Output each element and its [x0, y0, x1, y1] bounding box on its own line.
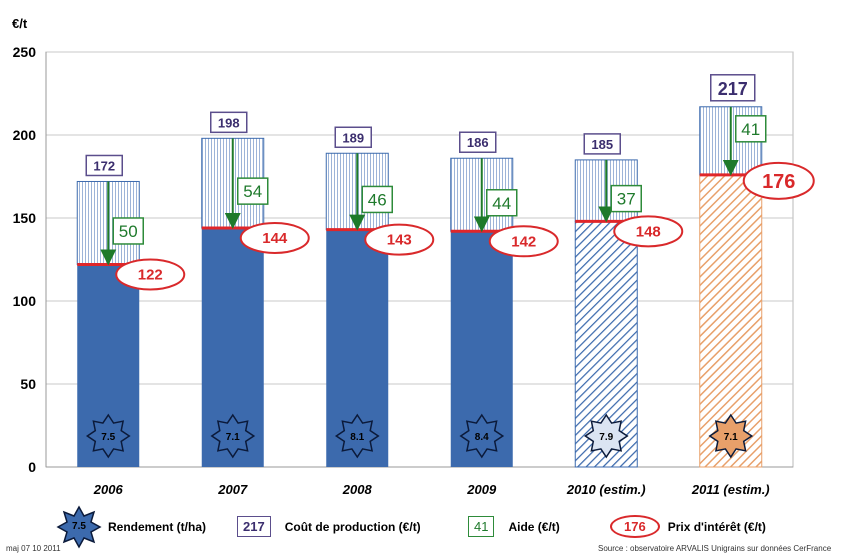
rendement-value: 7.1	[724, 432, 738, 443]
cout-value: 189	[342, 130, 364, 145]
star-icon: 7.5	[56, 505, 102, 549]
legend-rendement-label: Rendement (t/ha)	[108, 520, 207, 534]
x-tick-label: 2006	[93, 482, 124, 497]
cout-value: 185	[591, 137, 613, 152]
prix-value: 144	[262, 230, 288, 247]
prix-value: 142	[511, 233, 536, 250]
prix-oval	[742, 161, 815, 200]
y-tick-label: 250	[13, 44, 37, 60]
aide-box	[112, 217, 144, 245]
legend-rendement-value: 7.5	[72, 521, 86, 532]
x-tick-label: 2009	[466, 482, 497, 497]
aide-value: 46	[368, 190, 387, 209]
cout-box	[710, 74, 756, 102]
y-tick-label: 200	[13, 127, 37, 143]
x-tick-label: 2007	[217, 482, 248, 497]
prix-value: 176	[762, 171, 795, 193]
y-tick-label: 100	[13, 293, 37, 309]
legend-prix: 176 Prix d'intérêt (€/t)	[610, 515, 766, 538]
cout-box	[210, 111, 248, 134]
prix-oval	[488, 225, 559, 258]
prix-oval	[613, 215, 684, 248]
aide-box	[486, 189, 518, 217]
legend-cout: 217 Coût de production (€/t)	[237, 516, 421, 537]
footer-date: maj 07 10 2011	[6, 544, 61, 553]
aide-value: 37	[617, 190, 636, 209]
y-tick-label: 150	[13, 210, 37, 226]
legend-cout-value: 217	[237, 516, 271, 537]
chart: €/t 0 50 100 150 200 250 172 50 122 7.5 2006 198 54…	[12, 16, 815, 497]
y-tick-label: 0	[28, 459, 36, 475]
aide-box	[237, 177, 269, 205]
aide-box	[735, 115, 767, 143]
aide-value: 44	[492, 194, 511, 213]
legend-aide-label: Aide (€/t)	[508, 519, 560, 534]
legend-rendement: 7.5 Rendement (t/ha)	[56, 505, 206, 549]
cout-box	[85, 154, 123, 177]
cout-value: 172	[93, 158, 115, 173]
star-icon	[708, 413, 754, 459]
rendement-value: 7.1	[226, 432, 240, 443]
aide-value: 54	[243, 182, 262, 201]
rendement-value: 8.4	[475, 432, 489, 443]
aide-box	[610, 184, 642, 213]
star-icon	[85, 413, 131, 459]
legend-prix-label: Prix d'intérêt (€/t)	[667, 519, 766, 534]
prix-oval	[115, 258, 186, 291]
aide-value: 41	[741, 120, 760, 139]
cout-box	[459, 131, 497, 153]
star-icon	[459, 413, 505, 459]
y-axis-label: €/t	[12, 16, 28, 31]
rendement-value: 7.5	[101, 432, 115, 443]
star-icon	[210, 413, 256, 459]
prix-value: 143	[387, 232, 412, 249]
legend-prix-value: 176	[610, 515, 660, 538]
aide-value: 50	[119, 222, 138, 241]
cout-value: 217	[718, 79, 748, 99]
x-tick-label: 2008	[342, 482, 373, 497]
aide-box	[361, 185, 393, 214]
legend-cout-label: Coût de production (€/t)	[284, 519, 421, 534]
prix-oval	[364, 223, 435, 256]
legend-aide-value: 41	[468, 516, 495, 537]
cout-box	[583, 133, 621, 155]
x-tick-label: 2010 (estim.)	[566, 482, 646, 497]
star-icon	[334, 413, 380, 459]
legend-aide: 41 Aide (€/t)	[468, 516, 560, 537]
star-icon	[583, 413, 629, 459]
rendement-value: 8.1	[350, 432, 364, 443]
footer-source: Source : observatoire ARVALIS Unigrains …	[598, 544, 832, 553]
rendement-value: 7.9	[599, 432, 613, 443]
cout-value: 186	[467, 135, 489, 150]
prix-value: 148	[636, 223, 661, 240]
y-tick-label: 50	[20, 376, 36, 392]
cout-value: 198	[218, 115, 240, 130]
cout-box	[334, 126, 372, 149]
x-tick-label: 2011 (estim.)	[691, 482, 770, 497]
prix-value: 122	[138, 266, 163, 283]
prix-oval	[239, 221, 310, 254]
